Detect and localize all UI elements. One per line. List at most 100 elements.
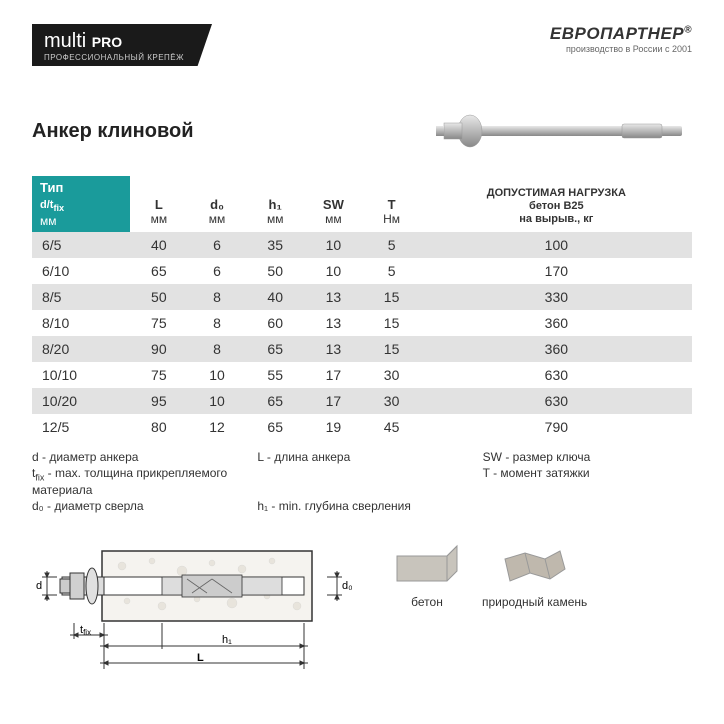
table-header-0: Типd/tfixмм — [32, 176, 130, 232]
brand-left-tagline: ПРОФЕССИОНАЛЬНЫЙ КРЕПЁЖ — [44, 53, 196, 62]
table-cell: 65 — [246, 388, 304, 414]
legend-item: h₁ - min. глубина сверления — [257, 499, 466, 513]
table-cell: 13 — [304, 336, 362, 362]
table-cell: 6 — [188, 258, 246, 284]
table-cell: 10 — [188, 388, 246, 414]
table-cell: 360 — [421, 336, 692, 362]
table-cell: 60 — [246, 310, 304, 336]
table-cell: 80 — [130, 414, 188, 440]
table-cell: 10/20 — [32, 388, 130, 414]
table-cell: 10/10 — [32, 362, 130, 388]
table-row: 8/10758601315360 — [32, 310, 692, 336]
table-cell: 75 — [130, 310, 188, 336]
table-row: 8/20908651315360 — [32, 336, 692, 362]
table-cell: 8 — [188, 310, 246, 336]
table-cell: 40 — [130, 232, 188, 258]
materials: бетон природный камень — [392, 541, 587, 609]
table-cell: 75 — [130, 362, 188, 388]
table-cell: 19 — [304, 414, 362, 440]
table-cell: 6 — [188, 232, 246, 258]
table-cell: 15 — [363, 284, 421, 310]
material-icon — [500, 541, 570, 586]
brand-left-name: multi — [44, 30, 86, 52]
page-title: Анкер клиновой — [32, 120, 194, 143]
table-cell: 8 — [188, 336, 246, 362]
table-cell: 30 — [363, 362, 421, 388]
table-cell: 630 — [421, 388, 692, 414]
table-cell: 10 — [304, 258, 362, 284]
table-cell: 50 — [130, 284, 188, 310]
table-cell: 6/5 — [32, 232, 130, 258]
table-cell: 12/5 — [32, 414, 130, 440]
table-cell: 10 — [304, 232, 362, 258]
table-header-3: h₁мм — [246, 176, 304, 232]
table-cell: 65 — [130, 258, 188, 284]
table-cell: 50 — [246, 258, 304, 284]
table-cell: 8 — [188, 284, 246, 310]
table-cell: 13 — [304, 284, 362, 310]
table-row: 6/540635105100 — [32, 232, 692, 258]
brand-right-name: ЕВРОПАРТНЕР — [550, 24, 684, 43]
table-cell: 12 — [188, 414, 246, 440]
table-cell: 8/10 — [32, 310, 130, 336]
table-cell: 170 — [421, 258, 692, 284]
table-cell: 15 — [363, 310, 421, 336]
table-header-5: TНм — [363, 176, 421, 232]
table-header-1: Lмм — [130, 176, 188, 232]
table-row: 10/107510551730630 — [32, 362, 692, 388]
material-label: бетон — [392, 595, 462, 609]
legend-item — [257, 466, 466, 496]
table-cell: 65 — [246, 414, 304, 440]
legend-item: SW - размер ключа — [483, 450, 692, 464]
table-cell: 8/20 — [32, 336, 130, 362]
table-cell: 17 — [304, 388, 362, 414]
table-cell: 8/5 — [32, 284, 130, 310]
table-cell: 45 — [363, 414, 421, 440]
legend: d - диаметр анкера L - длина анкера SW - р… — [32, 450, 692, 512]
table-cell: 30 — [363, 388, 421, 414]
table-cell: 40 — [246, 284, 304, 310]
legend-item — [483, 499, 692, 513]
bottom-section: d d₀ tfix h₁ L бетон природный камень — [32, 541, 692, 671]
table-cell: 5 — [363, 232, 421, 258]
brand-left-logo: multi PRO ПРОФЕССИОНАЛЬНЫЙ КРЕПЁЖ — [32, 24, 212, 66]
table-cell: 13 — [304, 310, 362, 336]
diagram-label-h1: h₁ — [222, 634, 232, 646]
table-row: 6/1065650105170 — [32, 258, 692, 284]
material-item: природный камень — [482, 541, 587, 609]
legend-item: d₀ - диаметр сверла — [32, 499, 241, 513]
table-row: 8/5508401315330 — [32, 284, 692, 310]
table-header-6: ДОПУСТИМАЯ НАГРУЗКАбетон B25на вырыв., к… — [421, 176, 692, 232]
table-header-2: d₀мм — [188, 176, 246, 232]
legend-item: d - диаметр анкера — [32, 450, 241, 464]
table-cell: 330 — [421, 284, 692, 310]
table-cell: 55 — [246, 362, 304, 388]
table-cell: 6/10 — [32, 258, 130, 284]
legend-item: T - момент затяжки — [483, 466, 692, 496]
title-row: Анкер клиновой — [32, 106, 692, 156]
table-cell: 15 — [363, 336, 421, 362]
brand-right-tagline: производство в России с 2001 — [550, 44, 692, 54]
material-item: бетон — [392, 541, 462, 609]
table-cell: 95 — [130, 388, 188, 414]
spec-table: Типd/tfixммLммd₀ммh₁ммSWммTНмДОПУСТИМАЯ … — [32, 176, 692, 440]
anchor-product-image — [432, 106, 692, 156]
table-row: 10/209510651730630 — [32, 388, 692, 414]
table-cell: 5 — [363, 258, 421, 284]
brand-right-logo: ЕВРОПАРТНЕР® производство в России с 200… — [550, 24, 692, 54]
dimension-diagram: d d₀ tfix h₁ L — [32, 541, 352, 671]
table-head: Типd/tfixммLммd₀ммh₁ммSWммTНмДОПУСТИМАЯ … — [32, 176, 692, 232]
table-row: 12/58012651945790 — [32, 414, 692, 440]
brand-left-suffix: PRO — [92, 34, 122, 50]
table-body: 6/5406351051006/10656501051708/550840131… — [32, 232, 692, 440]
table-cell: 790 — [421, 414, 692, 440]
diagram-label-L: L — [197, 652, 204, 664]
table-cell: 360 — [421, 310, 692, 336]
table-cell: 100 — [421, 232, 692, 258]
legend-item: tfix - max. толщина прикрепляемого матер… — [32, 466, 241, 496]
table-header-4: SWмм — [304, 176, 362, 232]
diagram-label-tfix: tfix — [80, 624, 91, 637]
table-cell: 65 — [246, 336, 304, 362]
table-cell: 17 — [304, 362, 362, 388]
legend-item: L - длина анкера — [257, 450, 466, 464]
